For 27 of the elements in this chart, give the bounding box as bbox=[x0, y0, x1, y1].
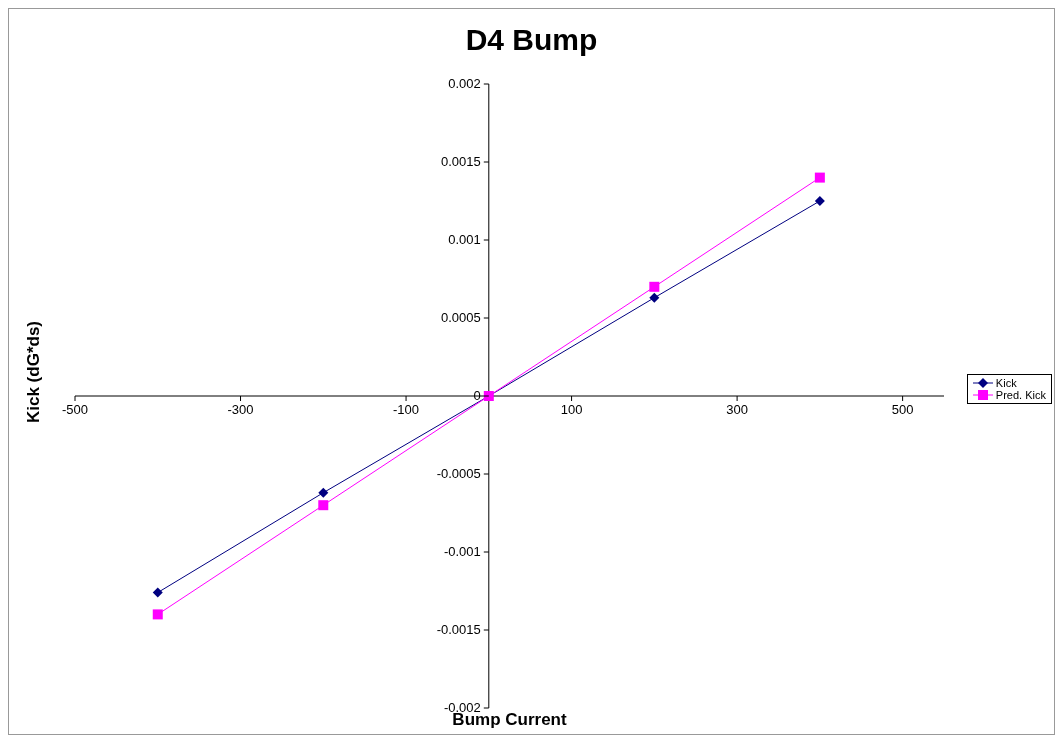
point bbox=[152, 587, 163, 598]
point bbox=[649, 281, 660, 292]
point bbox=[318, 500, 329, 511]
y-tick-label: 0.001 bbox=[448, 232, 481, 247]
y-tick-label: 0 bbox=[473, 388, 481, 403]
x-tick-label: -500 bbox=[61, 402, 89, 417]
y-tick-label: 0.002 bbox=[448, 76, 481, 91]
y-tick-label: 0.0005 bbox=[441, 310, 481, 325]
x-tick-label: -300 bbox=[227, 402, 254, 417]
y-tick-label: -0.0015 bbox=[436, 622, 481, 637]
legend-label: Kick bbox=[995, 377, 1017, 389]
point bbox=[318, 487, 329, 498]
point bbox=[814, 196, 825, 206]
legend-label: Pred. Kick bbox=[995, 389, 1046, 401]
x-tick-label: 500 bbox=[891, 402, 914, 417]
y-tick-label: -0.001 bbox=[443, 544, 481, 559]
point bbox=[152, 609, 163, 620]
y-axis-title: Kick (dG*ds) bbox=[24, 320, 44, 423]
y-tick-label: 0.0015 bbox=[441, 154, 481, 169]
x-tick-label: 300 bbox=[726, 402, 748, 417]
y-tick-label: -0.0005 bbox=[436, 466, 481, 481]
point bbox=[814, 172, 825, 183]
x-tick-label: 100 bbox=[560, 402, 583, 417]
y-tick-label: -0.002 bbox=[443, 700, 481, 715]
x-tick-label: -100 bbox=[393, 402, 420, 417]
point bbox=[649, 292, 660, 303]
chart-title: D4 Bump bbox=[464, 23, 599, 57]
